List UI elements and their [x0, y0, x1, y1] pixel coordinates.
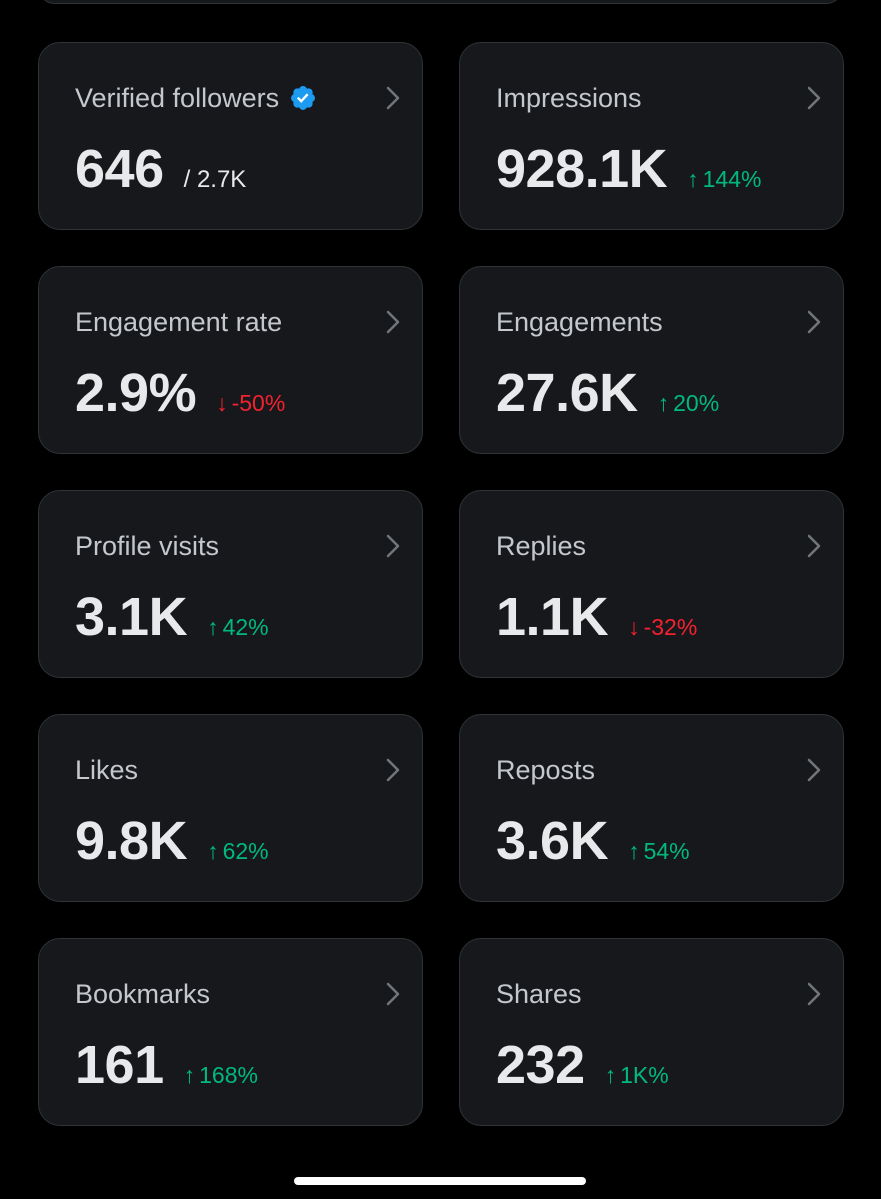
metric-value-row: 3.6K ↑ 54%: [496, 811, 690, 871]
previous-card-edge: [38, 0, 843, 4]
metric-card-bookmarks[interactable]: Bookmarks 161 ↑ 168%: [38, 938, 423, 1126]
metric-value-row: 646 / 2.7K: [75, 139, 246, 199]
arrow-up-icon: ↑: [183, 1062, 196, 1088]
metric-value: 27.6K: [496, 363, 638, 423]
metric-title: Impressions: [496, 83, 642, 113]
chevron-right-icon: [807, 86, 821, 110]
metric-value: 646: [75, 139, 164, 199]
arrow-down-icon: ↓: [628, 614, 640, 640]
metric-delta-value: 54%: [643, 838, 690, 864]
metric-delta-value: 144%: [702, 166, 762, 192]
chevron-right-icon: [807, 534, 821, 558]
metric-delta: ↑ 20%: [658, 390, 720, 417]
metric-card-replies[interactable]: Replies 1.1K ↓ -32%: [459, 490, 844, 678]
metric-delta-value: 1K%: [620, 1062, 669, 1088]
metric-delta: ↑ 1K%: [605, 1062, 669, 1089]
metric-delta-value: 42%: [222, 614, 269, 640]
metric-delta: ↑ 42%: [207, 614, 269, 641]
home-indicator-bar[interactable]: [294, 1177, 586, 1185]
metric-card-reposts[interactable]: Reposts 3.6K ↑ 54%: [459, 714, 844, 902]
chevron-right-icon: [386, 86, 400, 110]
metric-card-profile-visits[interactable]: Profile visits 3.1K ↑ 42%: [38, 490, 423, 678]
metric-delta: ↓ -50%: [216, 390, 285, 417]
arrow-down-icon: ↓: [216, 390, 228, 416]
metric-delta-value: 168%: [199, 1062, 258, 1088]
metric-title-container: Likes: [75, 753, 138, 787]
chevron-right-icon: [807, 310, 821, 334]
metric-value: 3.6K: [496, 811, 609, 871]
metric-card-verified-followers[interactable]: Verified followers 646 / 2.7K: [38, 42, 423, 230]
metric-title: Shares: [496, 979, 582, 1009]
metric-title: Replies: [496, 531, 587, 561]
metric-delta: ↓ -32%: [628, 614, 697, 641]
metric-title-container: Engagements: [496, 305, 663, 339]
arrow-up-icon: ↑: [604, 1062, 617, 1088]
metric-title: Engagements: [496, 307, 663, 337]
metric-title: Bookmarks: [75, 979, 211, 1009]
arrow-up-icon: ↑: [657, 390, 670, 416]
metric-delta-value: -50%: [231, 390, 286, 416]
verified-badge-icon: [291, 86, 316, 110]
arrow-up-icon: ↑: [687, 166, 699, 192]
metric-value-row: 1.1K ↓ -32%: [496, 587, 697, 647]
metric-value: 232: [496, 1035, 585, 1095]
metric-value: 3.1K: [75, 587, 188, 647]
metric-card-engagement-rate[interactable]: Engagement rate 2.9% ↓ -50%: [38, 266, 423, 454]
metric-title-container: Profile visits: [75, 529, 219, 563]
metric-value: 9.8K: [75, 811, 188, 871]
metric-value: 1.1K: [496, 587, 609, 647]
metric-delta: ↑ 62%: [207, 838, 269, 865]
metric-delta-value: 20%: [673, 390, 720, 416]
metric-card-impressions[interactable]: Impressions 928.1K ↑ 144%: [459, 42, 844, 230]
metric-total-followers: / 2.7K: [183, 166, 247, 193]
metric-value-row: 161 ↑ 168%: [75, 1035, 258, 1095]
arrow-up-icon: ↑: [207, 838, 219, 864]
metric-card-shares[interactable]: Shares 232 ↑ 1K%: [459, 938, 844, 1126]
metric-title-container: Replies: [496, 529, 586, 563]
metric-title: Profile visits: [75, 531, 220, 561]
metric-value-row: 232 ↑ 1K%: [496, 1035, 669, 1095]
chevron-right-icon: [807, 982, 821, 1006]
metric-value: 161: [75, 1035, 164, 1095]
metric-title-container: Impressions: [496, 81, 642, 115]
metric-value: 928.1K: [496, 139, 668, 199]
metric-title: Likes: [75, 755, 139, 785]
metric-title: Reposts: [496, 755, 596, 785]
chevron-right-icon: [386, 982, 400, 1006]
metric-delta-value: 62%: [222, 838, 269, 864]
metric-title: Verified followers: [75, 83, 280, 113]
metric-value-row: 2.9% ↓ -50%: [75, 363, 285, 423]
metric-title-container: Bookmarks: [75, 977, 210, 1011]
arrow-up-icon: ↑: [207, 614, 219, 640]
chevron-right-icon: [386, 310, 400, 334]
metric-value-row: 3.1K ↑ 42%: [75, 587, 269, 647]
metric-title-container: Verified followers: [75, 81, 317, 115]
metric-title-container: Engagement rate: [75, 305, 282, 339]
chevron-right-icon: [807, 758, 821, 782]
metric-value-row: 27.6K ↑ 20%: [496, 363, 719, 423]
metric-value: 2.9%: [75, 363, 197, 423]
metric-card-engagements[interactable]: Engagements 27.6K ↑ 20%: [459, 266, 844, 454]
metric-delta: ↑ 168%: [184, 1062, 258, 1089]
chevron-right-icon: [386, 534, 400, 558]
metric-title: Engagement rate: [75, 307, 283, 337]
metric-value-row: 928.1K ↑ 144%: [496, 139, 761, 199]
metric-value-row: 9.8K ↑ 62%: [75, 811, 269, 871]
metric-delta: ↑ 54%: [628, 838, 690, 865]
metrics-grid: Verified followers 646 / 2.7K Impression…: [38, 42, 844, 1126]
arrow-up-icon: ↑: [628, 838, 640, 864]
chevron-right-icon: [386, 758, 400, 782]
metric-title-container: Reposts: [496, 753, 595, 787]
metric-title-container: Shares: [496, 977, 582, 1011]
metric-delta: ↑ 144%: [687, 166, 761, 193]
metric-delta-value: -32%: [643, 614, 698, 640]
metric-card-likes[interactable]: Likes 9.8K ↑ 62%: [38, 714, 423, 902]
